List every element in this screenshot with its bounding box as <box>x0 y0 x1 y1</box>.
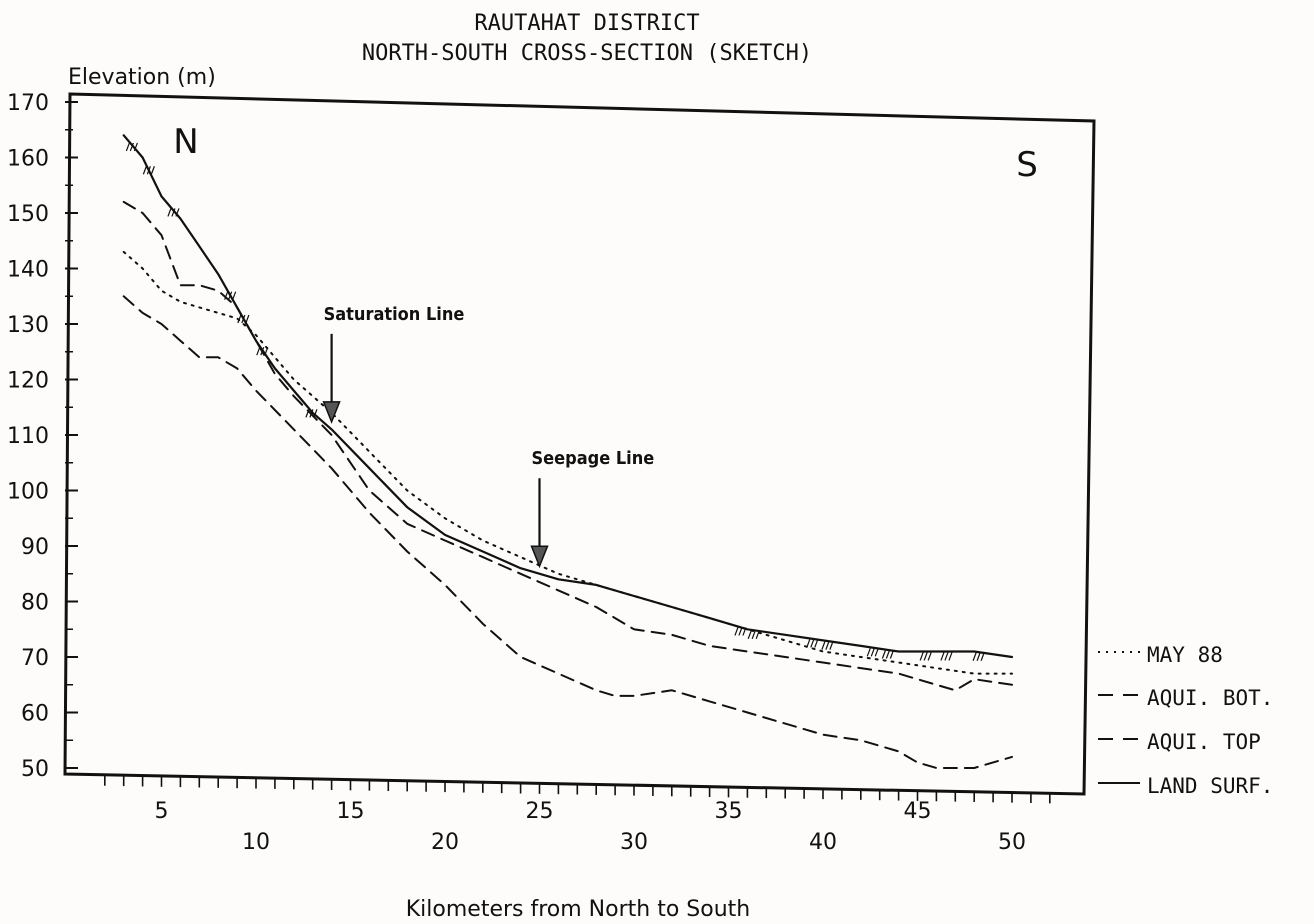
hachure-mark <box>948 652 953 661</box>
hachure-mark <box>825 641 830 650</box>
x-tick-label-20: 20 <box>431 830 459 855</box>
chart-subtitle: NORTH-SOUTH CROSS-SECTION (SKETCH) <box>362 41 812 66</box>
hachure-mark <box>175 208 180 217</box>
hachure-mark <box>167 208 172 217</box>
hachure-mark <box>980 652 985 661</box>
hachure-mark <box>806 639 811 648</box>
series-line-aqui-bot <box>122 295 1013 769</box>
y-tick-label-140: 140 <box>7 258 49 283</box>
hachure-mark <box>881 650 886 659</box>
y-tick-label-120: 120 <box>7 369 49 394</box>
hachure-mark <box>256 346 261 356</box>
legend: MAY 88 AQUI. BOT. AQUI. TOP LAND SURF. <box>1098 643 1273 798</box>
annotation-arrow-head <box>530 545 549 569</box>
series-line-may-88 <box>122 250 1013 675</box>
hachure-mark <box>171 208 176 217</box>
hachure-mark <box>228 291 233 300</box>
hachure-mark <box>129 142 134 152</box>
plot-frame <box>63 92 1096 796</box>
hachure-mark <box>972 652 977 661</box>
hachure-mark <box>944 652 949 661</box>
direction-south: S <box>1016 145 1038 185</box>
x-axis-label: Kilometers from North to South <box>406 897 750 922</box>
hachure-mark <box>232 291 237 300</box>
legend-label-aqui-top: AQUI. TOP <box>1147 730 1261 754</box>
hachure-mark <box>919 652 924 661</box>
annotations-layer: Saturation Line Seepage Line <box>322 304 655 569</box>
annotation-seepage-line: Seepage Line <box>532 448 655 469</box>
hachure-mark <box>810 639 815 648</box>
x-tick-label-45: 45 <box>904 799 932 824</box>
hachure-mark <box>976 652 981 661</box>
hachure-mark <box>751 630 756 640</box>
hachure-mark <box>125 142 130 152</box>
hachure-mark <box>885 650 890 659</box>
hachure-mark <box>142 166 147 175</box>
y-tick-label-80: 80 <box>21 591 49 616</box>
hachure-mark <box>150 166 155 175</box>
hachure-mark <box>264 346 269 356</box>
hachure-mark <box>742 627 747 636</box>
legend-label-may-88: MAY 88 <box>1147 643 1223 667</box>
annotation-saturation-line: Saturation Line <box>324 304 465 325</box>
series-line-aqui-top <box>122 200 1013 692</box>
hachure-mark <box>866 648 871 657</box>
x-tick-label-30: 30 <box>620 830 648 855</box>
y-tick-label-70: 70 <box>21 646 49 671</box>
x-tick-label-15: 15 <box>337 799 365 824</box>
hachure-mark <box>224 291 229 300</box>
hachure-mark <box>309 409 314 418</box>
hachure-mark <box>305 409 310 418</box>
y-tick-label-100: 100 <box>7 480 49 505</box>
y-tick-label-50: 50 <box>21 757 49 782</box>
hachure-mark <box>829 641 834 650</box>
legend-label-land-surf: LAND SURF. <box>1147 774 1273 798</box>
hachure-mark <box>237 314 242 324</box>
x-tick-label-10: 10 <box>242 830 270 855</box>
hachure-mark <box>755 630 760 640</box>
x-tick-label-5: 5 <box>155 799 169 824</box>
land-surface-hachures <box>125 142 985 661</box>
hachure-mark <box>821 641 826 650</box>
y-tick-label-160: 160 <box>7 147 49 172</box>
x-tick-label-40: 40 <box>809 830 837 855</box>
hachure-mark <box>738 627 743 636</box>
axis-ticks: 50 60 70 80 90 100 110 120 130 140 150 160 170 5 15 25 3… <box>7 91 1051 855</box>
hachure-mark <box>874 648 879 657</box>
hachure-mark <box>940 652 945 661</box>
y-tick-label-130: 130 <box>7 313 49 338</box>
chart-title: RAUTAHAT DISTRICT <box>474 11 699 36</box>
hachure-mark <box>870 648 875 657</box>
x-tick-label-35: 35 <box>715 799 743 824</box>
hachure-mark <box>814 639 819 648</box>
y-axis-label: Elevation (m) <box>68 65 216 90</box>
hachure-mark <box>245 314 250 324</box>
annotation-arrow-head <box>322 401 341 424</box>
y-tick-label-110: 110 <box>7 424 49 449</box>
y-tick-label-90: 90 <box>21 535 49 560</box>
y-tick-label-150: 150 <box>7 202 49 227</box>
hachure-mark <box>923 652 928 661</box>
x-tick-label-25: 25 <box>526 799 554 824</box>
hachure-mark <box>927 652 932 661</box>
legend-label-aqui-bot: AQUI. BOT. <box>1147 686 1273 710</box>
hachure-mark <box>889 650 894 659</box>
hachure-mark <box>241 314 246 324</box>
y-tick-label-170: 170 <box>7 91 49 116</box>
hachure-mark <box>747 630 752 640</box>
hachure-mark <box>260 346 265 356</box>
hachure-mark <box>313 409 318 418</box>
hachure-mark <box>734 627 739 636</box>
x-tick-label-50: 50 <box>998 830 1026 855</box>
hachure-mark <box>133 142 138 152</box>
series-line-land-surf <box>122 134 1014 659</box>
hachure-mark <box>146 166 151 175</box>
series-layer <box>122 134 1014 769</box>
y-tick-label-60: 60 <box>21 702 49 727</box>
direction-north: N <box>173 122 198 162</box>
